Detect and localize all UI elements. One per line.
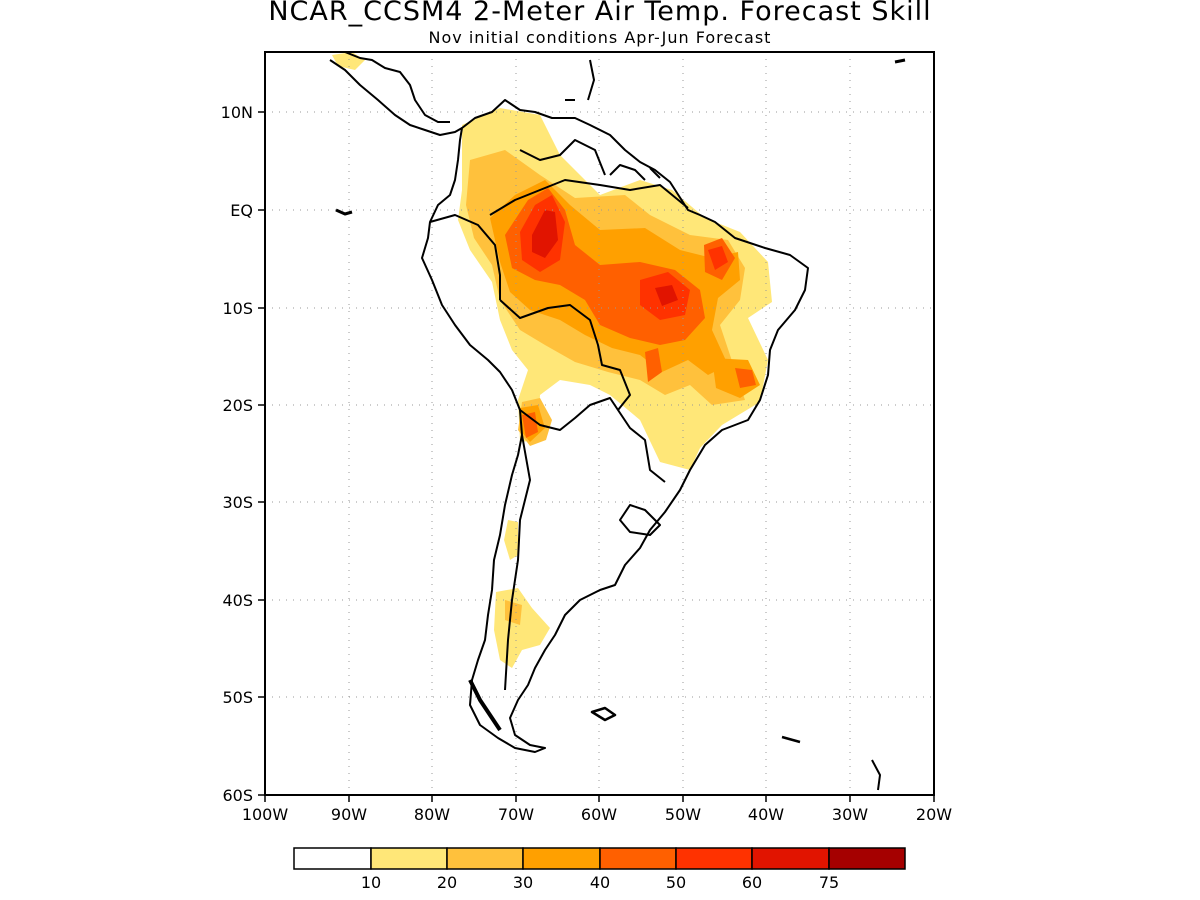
skill-band-10-20-mex	[332, 52, 365, 70]
legend-swatch-7	[828, 847, 906, 870]
peru-border	[429, 214, 501, 300]
guiana-borders	[609, 164, 661, 181]
skill-band-10-20-chile	[504, 520, 518, 560]
andes-border	[519, 397, 619, 431]
argentina-border	[504, 434, 531, 691]
coastlines	[329, 52, 906, 791]
skill-band-50-60-c	[708, 246, 728, 270]
legend-label-60: 60	[742, 873, 762, 892]
lat-label-10n: 10N	[221, 103, 253, 122]
legend-swatch-6	[751, 847, 830, 870]
north-border	[489, 179, 689, 216]
lat-label-40s: 40S	[222, 591, 253, 610]
legend-swatch-5	[675, 847, 753, 870]
legend-swatch-0	[293, 847, 372, 870]
lon-label-80w: 80W	[414, 805, 450, 824]
legend-label-10: 10	[361, 873, 381, 892]
lat-label-60s: 60S	[222, 786, 253, 805]
map-subtitle: Nov initial conditions Apr-Jun Forecast	[428, 28, 772, 47]
skill-band-30-40-c	[712, 358, 760, 398]
lat-label-20s: 20S	[222, 396, 253, 415]
lat-label-10s: 10S	[222, 299, 253, 318]
skill-band-40-50-e	[522, 412, 538, 438]
tick-marks	[258, 111, 935, 802]
falkland-islands	[590, 706, 617, 722]
lon-label-20w: 20W	[916, 805, 952, 824]
lon-label-70w: 70W	[498, 805, 534, 824]
lon-label-100w: 100W	[242, 805, 289, 824]
lat-label-30s: 30S	[222, 493, 253, 512]
brazil-border	[499, 299, 666, 483]
graticule	[265, 52, 934, 795]
caribbean-islands	[565, 59, 595, 101]
legend-label-20: 20	[437, 873, 457, 892]
venezuela-border	[519, 139, 606, 176]
sandwich-islands	[871, 759, 881, 791]
legend-swatch-4	[599, 847, 677, 870]
legend-label-50: 50	[666, 873, 686, 892]
legend-label-30: 30	[513, 873, 533, 892]
lat-labels: 10N EQ 10S 20S 30S 40S 50S 60S	[221, 103, 253, 805]
central-america-north-coast	[344, 52, 450, 123]
lat-label-eq: EQ	[230, 201, 253, 220]
skill-band-40-50-d	[735, 368, 756, 388]
legend-swatch-2	[446, 847, 524, 870]
south-georgia	[781, 735, 801, 744]
legend-label-75: 75	[819, 873, 839, 892]
south-america-coastline	[421, 99, 809, 753]
uruguay-border	[619, 504, 661, 536]
skill-shading	[332, 52, 772, 668]
lon-label-50w: 50W	[665, 805, 701, 824]
lon-label-60w: 60W	[581, 805, 617, 824]
color-legend: 10 20 30 40 50 60 75	[293, 847, 906, 892]
lat-label-50s: 50S	[222, 688, 253, 707]
lon-label-40w: 40W	[748, 805, 784, 824]
cape-verde	[894, 58, 906, 64]
galapagos-islands	[335, 208, 353, 216]
lon-labels: 100W 90W 80W 70W 60W 50W 40W 30W 20W	[242, 805, 952, 824]
chile-archipelago	[468, 679, 502, 732]
skill-band-40-50-c	[645, 348, 662, 382]
legend-label-40: 40	[590, 873, 610, 892]
skill-band-60-75-b	[655, 285, 678, 306]
skill-band-60-75	[532, 210, 558, 258]
legend-swatch-1	[370, 847, 448, 870]
legend-swatch-3	[522, 847, 601, 870]
lon-label-30w: 30W	[832, 805, 868, 824]
lon-label-90w: 90W	[331, 805, 367, 824]
map-title: NCAR_CCSM4 2-Meter Air Temp. Forecast Sk…	[268, 0, 932, 27]
central-america-coastline	[329, 59, 463, 136]
